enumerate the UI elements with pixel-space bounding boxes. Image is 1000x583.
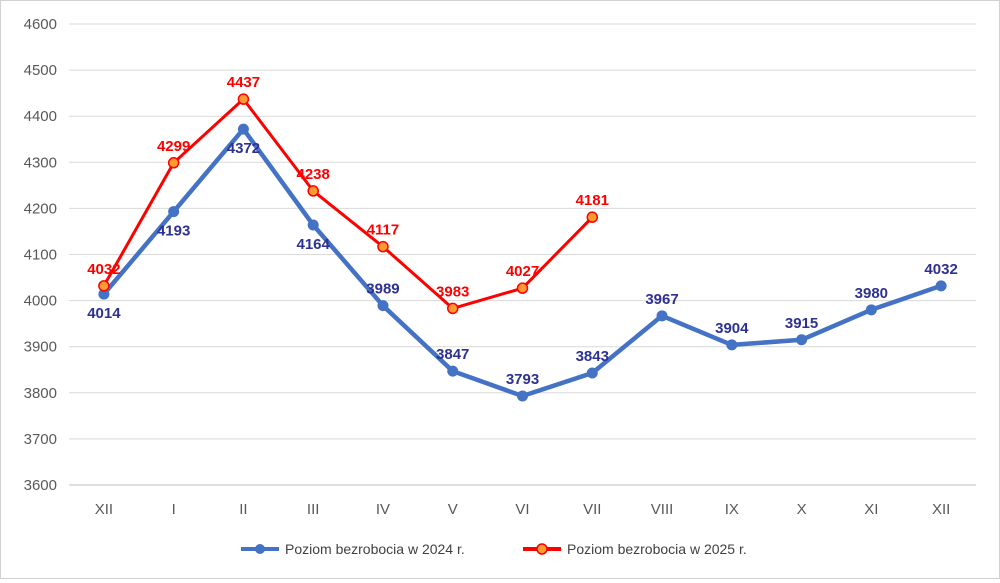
x-tick-label: IV xyxy=(376,501,390,518)
data-label-series-0: 3904 xyxy=(715,320,749,337)
x-tick-label: VIII xyxy=(651,501,674,518)
y-tick-label: 4600 xyxy=(24,16,57,33)
x-tick-label: XII xyxy=(95,501,113,518)
x-tick-label: V xyxy=(448,501,458,518)
data-label-series-1: 4437 xyxy=(227,74,260,91)
series-0-point xyxy=(656,310,668,322)
data-label-series-0: 4014 xyxy=(87,305,121,322)
series-0-point xyxy=(796,334,808,346)
y-tick-label: 3800 xyxy=(24,385,57,402)
data-label-series-0: 4032 xyxy=(924,261,957,278)
series-0-point xyxy=(935,280,947,292)
data-label-series-1: 3983 xyxy=(436,283,469,300)
series-0-point xyxy=(586,367,598,379)
series-0-point xyxy=(517,390,528,402)
data-label-series-0: 3793 xyxy=(506,371,539,388)
data-label-series-0: 3915 xyxy=(785,315,818,332)
x-axis-tick-labels: XII I II III IV V VI VII VIII IX X XI XII xyxy=(95,501,951,518)
data-label-series-1: 4299 xyxy=(157,138,190,155)
y-tick-label: 4300 xyxy=(24,154,57,171)
series-1-point xyxy=(98,280,110,292)
x-tick-label: XII xyxy=(932,501,950,518)
legend-label-2024: Poziom bezrobocia w 2024 r. xyxy=(285,541,465,557)
x-tick-label: XI xyxy=(864,501,878,518)
data-label-series-1: 4238 xyxy=(297,166,330,183)
y-tick-label: 4200 xyxy=(24,200,57,217)
data-label-series-0: 4193 xyxy=(157,223,190,240)
legend-swatch-2025-marker xyxy=(536,543,548,555)
legend-swatch-2024-marker xyxy=(255,544,265,554)
series-1-point xyxy=(237,93,250,105)
series-0-point xyxy=(447,365,459,377)
x-tick-label: II xyxy=(239,501,247,518)
y-tick-label: 3700 xyxy=(24,431,57,448)
data-label-series-0: 3967 xyxy=(645,291,678,308)
x-tick-label: X xyxy=(797,501,807,518)
gridlines xyxy=(69,23,976,486)
series-markers xyxy=(98,93,947,402)
data-label-series-0: 4164 xyxy=(297,236,331,253)
series-0-point xyxy=(307,219,319,231)
y-tick-label: 4400 xyxy=(24,108,57,125)
x-tick-label: IX xyxy=(725,501,739,518)
series-0-point xyxy=(168,206,180,218)
y-tick-label: 3600 xyxy=(24,477,57,494)
x-tick-label: VII xyxy=(583,501,601,518)
data-label-series-1: 4117 xyxy=(367,222,400,239)
data-label-series-0: 3980 xyxy=(855,285,888,302)
y-axis-tick-labels: 3600 3700 3800 3900 4000 4100 4200 4300 4400 4500… xyxy=(24,16,57,494)
series-0-point xyxy=(98,288,110,300)
data-label-series-0: 3989 xyxy=(366,281,399,298)
series-0-point xyxy=(237,123,249,135)
x-tick-label: I xyxy=(172,501,176,518)
legend-item-2024: Poziom bezrobocia w 2024 r. xyxy=(241,541,465,557)
series-1-point xyxy=(307,185,319,197)
series-0-point xyxy=(726,339,738,351)
data-label-series-0: 3847 xyxy=(436,346,469,363)
series-0-point xyxy=(377,300,389,312)
data-label-series-1: 4181 xyxy=(576,192,609,209)
legend-item-2025: Poziom bezrobocia w 2025 r. xyxy=(523,541,747,557)
legend: Poziom bezrobocia w 2024 r. Poziom bezro… xyxy=(241,541,747,557)
series-1-point xyxy=(377,240,389,253)
series-1-point xyxy=(446,302,459,315)
data-label-series-0: 4372 xyxy=(227,140,260,157)
legend-label-2025: Poziom bezrobocia w 2025 r. xyxy=(567,541,747,557)
series-1-point xyxy=(586,211,599,223)
series-1-point xyxy=(516,282,529,294)
y-tick-label: 3900 xyxy=(24,339,57,356)
y-tick-label: 4500 xyxy=(24,62,57,79)
series-0-point xyxy=(865,304,877,316)
x-tick-label: VI xyxy=(515,501,529,518)
data-label-series-1: 4032 xyxy=(87,261,120,278)
y-tick-label: 4100 xyxy=(24,247,57,264)
x-tick-label: III xyxy=(307,501,320,518)
series-line-1 xyxy=(102,97,594,310)
y-tick-label: 4000 xyxy=(24,293,57,310)
data-label-series-0: 3843 xyxy=(576,348,609,365)
data-labels: 4014 4193 4372 4164 3989 3847 3793 3843 3967 3904… xyxy=(87,74,958,388)
series-1-point xyxy=(167,157,180,169)
data-label-series-1: 4027 xyxy=(506,263,539,280)
